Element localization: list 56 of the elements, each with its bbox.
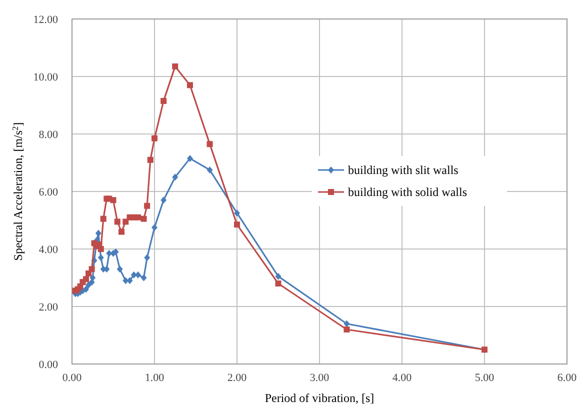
point: [135, 271, 141, 278]
point: [110, 197, 116, 204]
point: [140, 274, 147, 282]
point: [344, 320, 350, 328]
y-tick-label: 10.00: [33, 72, 58, 84]
y-tick-label: 4.00: [38, 244, 58, 256]
point: [206, 166, 213, 174]
x-axis-title: Period of vibration, [s]: [264, 391, 374, 405]
point: [152, 224, 158, 231]
x-tick-label: 0.00: [62, 372, 82, 384]
point: [83, 286, 90, 293]
y-tick-label: 0.00: [38, 359, 58, 371]
x-tick-label: 1.00: [144, 372, 165, 384]
point: [98, 246, 104, 252]
point: [206, 141, 213, 148]
point: [344, 326, 350, 332]
point: [95, 230, 102, 237]
point: [144, 254, 150, 262]
x-tick-label: 6.00: [557, 372, 578, 384]
point: [147, 156, 154, 163]
x-tick-label: 5.00: [474, 372, 495, 384]
point: [172, 63, 178, 70]
x-tick-label: 2.00: [227, 372, 248, 384]
point: [118, 228, 124, 235]
point: [112, 248, 119, 256]
y-tick-label: 12.00: [33, 14, 58, 26]
point: [186, 154, 193, 162]
point: [275, 280, 282, 286]
legend-label: building with slit walls: [348, 163, 459, 177]
point: [100, 216, 106, 222]
point: [172, 174, 178, 181]
point: [160, 196, 167, 204]
point: [90, 274, 96, 282]
point: [160, 98, 167, 104]
point: [122, 218, 129, 225]
point: [140, 216, 147, 222]
point: [234, 210, 240, 217]
point: [88, 266, 95, 272]
point: [83, 276, 90, 282]
point: [98, 254, 104, 262]
point: [114, 218, 120, 225]
x-tick-label: 4.00: [392, 372, 412, 384]
y-tick-label: 6.00: [38, 186, 58, 198]
point: [152, 135, 158, 142]
point: [275, 272, 282, 280]
point: [144, 202, 150, 209]
point: [126, 277, 133, 284]
y-tick-label: 8.00: [38, 129, 58, 141]
point: [116, 266, 123, 273]
point: [86, 281, 92, 288]
legend-label: building with solid walls: [348, 185, 468, 199]
point: [122, 277, 129, 284]
y-tick-label: 2.00: [38, 302, 58, 314]
x-tick-label: 3.00: [310, 372, 330, 384]
point: [186, 82, 193, 88]
point: [234, 222, 240, 228]
